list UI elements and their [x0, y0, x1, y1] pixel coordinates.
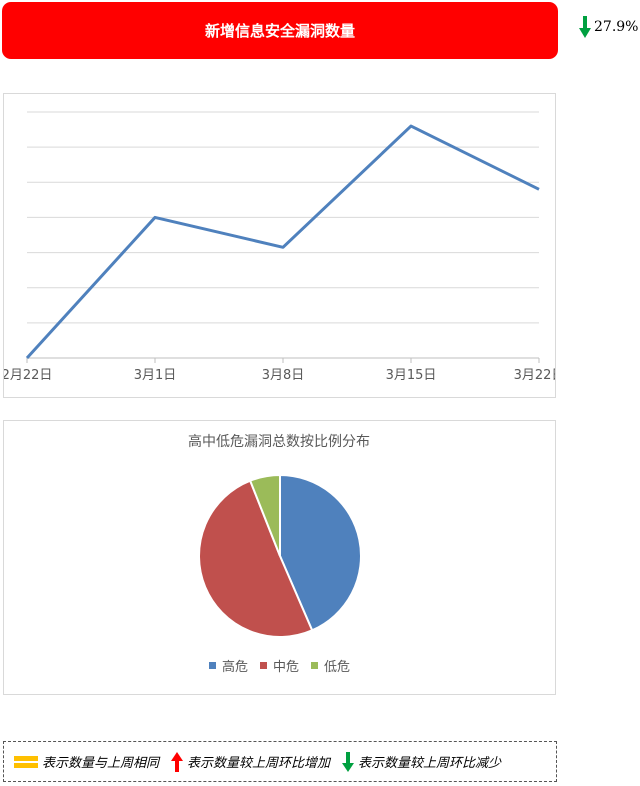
- header-title: 新增信息安全漏洞数量: [204, 22, 355, 40]
- legend-label: 中危: [273, 660, 299, 675]
- symbol-legend: 表示数量与上周相同 表示数量较上周环比增加 表示数量较上周环比减少: [3, 741, 557, 782]
- pie-slice: [198, 479, 314, 638]
- arrow-up-icon: [171, 751, 184, 772]
- legend-same: 表示数量与上周相同: [14, 752, 159, 771]
- line-chart-panel: 2月22日 3月1日 3月8日 3月15日 3月22日: [2, 93, 564, 398]
- pie-slice: [248, 473, 281, 557]
- x-tick-label: 3月22日: [514, 368, 555, 383]
- arrow-down-icon: [579, 16, 591, 38]
- series-line: [25, 124, 540, 360]
- line-chart: 2月22日 3月1日 3月8日 3月15日 3月22日: [2, 111, 564, 383]
- pie-slice: [279, 473, 362, 632]
- legend-label: 高危: [222, 659, 248, 675]
- header-title-bar: 新增信息安全漏洞数量: [2, 2, 558, 59]
- legend-up: 表示数量较上周环比增加: [171, 751, 331, 772]
- legend-swatch: [311, 662, 318, 669]
- weekly-change-value: 27.9%: [594, 19, 639, 35]
- x-tick-label: 2月22日: [4, 368, 52, 383]
- legend-label: 低危: [324, 660, 350, 675]
- legend-up-text: 表示数量较上周环比增加: [187, 756, 331, 771]
- legend-same-text: 表示数量与上周相同: [42, 756, 160, 771]
- x-tick-label: 3月1日: [134, 368, 177, 383]
- legend-swatch: [260, 662, 267, 669]
- pie-chart-panel: 高中低危漏洞总数按比例分布高危 中危 低危: [3, 420, 556, 695]
- legend-down: 表示数量较上周环比减少: [342, 751, 502, 772]
- legend-down-text: 表示数量较上周环比减少: [358, 756, 502, 771]
- pie-title: 高中低危漏洞总数按比例分布: [188, 433, 370, 450]
- legend-swatch: [209, 662, 216, 669]
- arrow-down-icon: [342, 751, 355, 772]
- weekly-change: 27.9%: [579, 12, 638, 42]
- equal-bars-icon: [14, 755, 38, 768]
- x-tick-label: 3月15日: [386, 368, 437, 383]
- x-tick-label: 3月8日: [262, 368, 305, 383]
